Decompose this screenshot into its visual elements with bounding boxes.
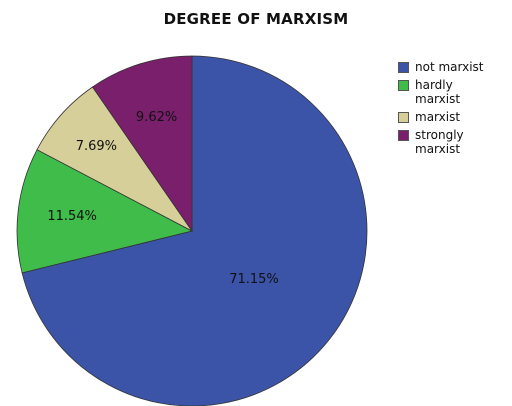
slice-label-hardly-marxist: 11.54% (47, 209, 97, 224)
legend-label-hardly-marxist: hardly marxist (415, 78, 461, 106)
legend-label-not-marxist: not marxist (415, 60, 484, 74)
pie-slice-strongly-marxist (91, 55, 193, 233)
legend-label-marxist: marxist (415, 110, 461, 124)
slice-label-marxist: 7.69% (76, 139, 117, 154)
legend-swatch-marxist (398, 112, 409, 123)
slice-label-not-marxist: 71.15% (229, 272, 279, 287)
legend-item-not-marxist: not marxist (398, 60, 495, 74)
legend-swatch-strongly-marxist (398, 130, 409, 141)
legend-item-marxist: marxist (398, 110, 495, 124)
legend-label-strongly-marxist: strongly marxist (415, 128, 464, 156)
legend-item-hardly-marxist: hardly marxist (398, 78, 495, 106)
chart-title: DEGREE OF MARXISM (163, 10, 349, 28)
legend-swatch-not-marxist (398, 62, 409, 73)
pie-slice-not-marxist (21, 55, 368, 406)
legend: not marxist hardly marxist marxist stron… (398, 60, 495, 160)
legend-swatch-hardly-marxist (398, 80, 409, 91)
legend-item-strongly-marxist: strongly marxist (398, 128, 495, 156)
slice-label-strongly-marxist: 9.62% (136, 110, 177, 125)
pie-slice-hardly-marxist (16, 149, 194, 274)
